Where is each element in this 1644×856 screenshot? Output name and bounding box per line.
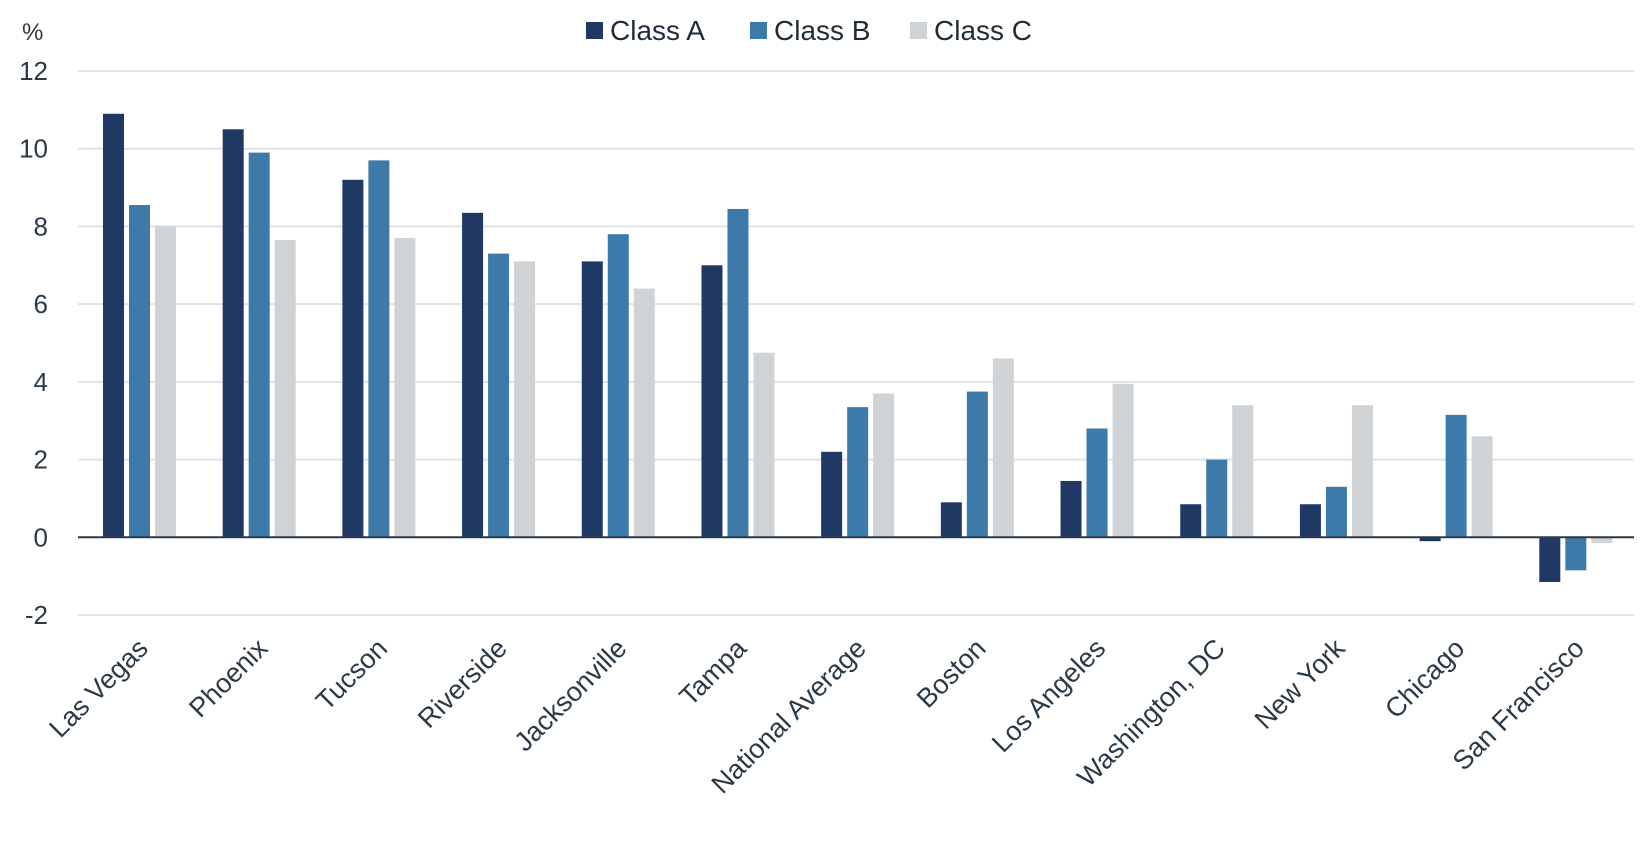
legend-swatch: [910, 22, 927, 39]
legend: Class A Class B Class C: [586, 15, 1032, 46]
bar: [222, 129, 244, 538]
bar: [1565, 537, 1587, 571]
bar: [847, 407, 869, 538]
bar: [1180, 504, 1202, 538]
y-axis-unit-label: %: [22, 19, 43, 46]
y-tick-label: 12: [19, 56, 48, 86]
bar: [1419, 537, 1441, 542]
bar: [103, 113, 124, 538]
bar: [462, 212, 484, 538]
x-category-label: Las Vegas: [43, 633, 153, 743]
bar: [992, 358, 1014, 538]
bar: [873, 393, 895, 538]
x-category-label: Tucson: [310, 633, 393, 716]
y-tick-label: 8: [34, 211, 48, 241]
bar: [1232, 405, 1254, 538]
y-tick-label: 4: [34, 367, 48, 397]
bar: [1539, 537, 1561, 582]
bar: [394, 238, 416, 538]
legend-label: Class B: [774, 15, 870, 46]
bar: [514, 261, 536, 538]
x-category-label: Phoenix: [183, 633, 274, 724]
bar: [1351, 405, 1373, 538]
x-category-label: Los Angeles: [986, 633, 1111, 758]
bar: [155, 226, 176, 538]
bar: [1471, 436, 1493, 538]
bar: [581, 261, 603, 538]
bar: [701, 265, 723, 538]
y-tick-label: 10: [19, 134, 48, 164]
x-category-label: Jacksonville: [508, 633, 632, 757]
bar: [1060, 480, 1082, 538]
legend-swatch: [750, 22, 767, 39]
x-axis-category-labels: Las Vegas Phoenix Tucson RiversideJacksonvi…: [43, 632, 1590, 799]
legend-label: Class C: [934, 15, 1032, 46]
y-tick-label: -2: [25, 600, 48, 630]
bars: [103, 113, 1613, 582]
x-category-label: New York: [1249, 633, 1351, 735]
y-tick-label: 2: [34, 445, 48, 475]
bar: [342, 179, 364, 538]
bar: [274, 240, 296, 538]
bar: [1086, 428, 1108, 538]
x-category-label: Tampa: [674, 632, 753, 711]
legend-swatch: [586, 22, 603, 39]
bar: [248, 152, 270, 538]
bar: [1591, 537, 1613, 544]
y-tick-label: 0: [34, 522, 48, 552]
x-category-label: Chicago: [1379, 633, 1470, 724]
bar: [129, 205, 150, 538]
bar: [727, 208, 749, 538]
bar: [1445, 414, 1467, 538]
bar: [966, 391, 988, 538]
bar: [368, 160, 390, 538]
bar: [940, 502, 962, 538]
legend-label: Class A: [610, 15, 705, 46]
y-tick-label: 6: [34, 289, 48, 319]
bar: [488, 253, 510, 538]
bar: [1299, 504, 1321, 538]
bar: [633, 288, 655, 538]
x-category-label: Boston: [911, 633, 992, 714]
bar: [753, 352, 775, 538]
bar: [821, 451, 843, 538]
x-category-label: Riverside: [412, 633, 513, 734]
bar: [1325, 486, 1347, 538]
bar: [607, 234, 629, 538]
bar: [1112, 383, 1134, 538]
y-axis-tick-labels: 12 10 8 6 4 2 0 -2: [19, 56, 48, 630]
bar: [1206, 459, 1228, 538]
